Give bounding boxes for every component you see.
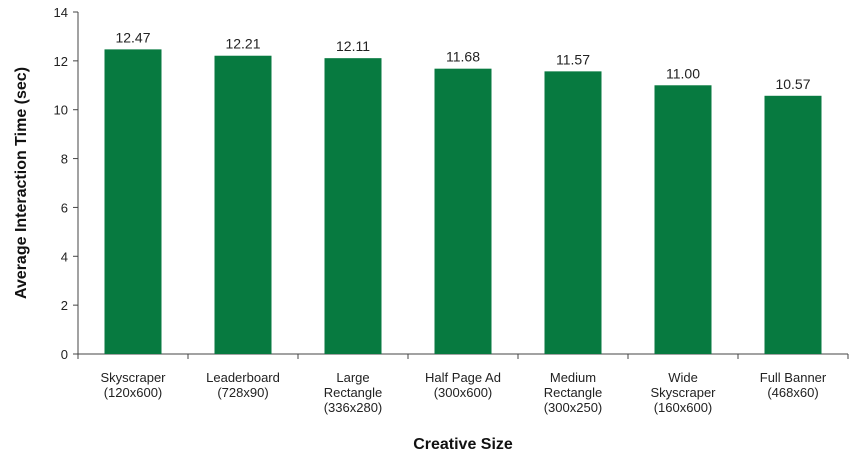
bar xyxy=(764,95,822,354)
x-axis-title: Creative Size xyxy=(413,436,513,453)
y-tick-label: 10 xyxy=(54,103,68,118)
category-label: Skyscraper (120x600) xyxy=(100,370,166,400)
category-label: Medium Rectangle (300x250) xyxy=(544,370,603,415)
bar-value-label: 11.68 xyxy=(446,49,480,65)
category-label: Half Page Ad (300x600) xyxy=(425,370,501,400)
y-tick-label: 6 xyxy=(61,200,68,215)
category-label: Full Banner (468x60) xyxy=(760,370,827,400)
bars xyxy=(104,49,822,355)
bar xyxy=(214,55,272,354)
y-axis-title: Average Interaction Time (sec) xyxy=(13,67,30,299)
y-tick-label: 14 xyxy=(54,5,68,20)
y-axis: 0 2 4 6 8 10 12 14 xyxy=(54,5,79,362)
bar-value-label: 12.47 xyxy=(115,29,150,45)
bar-value-label: 12.11 xyxy=(336,38,370,54)
value-labels: 12.47 12.21 12.11 11.68 11.57 11.00 10.57 xyxy=(115,29,810,91)
category-label: Wide Skyscraper (160x600) xyxy=(650,370,716,415)
bar-value-label: 11.00 xyxy=(666,65,700,81)
bar xyxy=(654,85,712,355)
category-labels: Skyscraper (120x600) Leaderboard (728x90) La… xyxy=(100,370,826,415)
y-tick-label: 8 xyxy=(61,152,68,167)
bar-value-label: 12.21 xyxy=(225,36,260,52)
y-tick-label: 2 xyxy=(61,298,68,313)
y-tick-label: 4 xyxy=(61,249,68,264)
y-tick-label: 12 xyxy=(54,54,68,69)
bar xyxy=(434,68,492,354)
category-label: Large Rectangle (336x280) xyxy=(324,370,383,415)
category-label: Leaderboard (728x90) xyxy=(206,370,280,400)
bar-value-label: 10.57 xyxy=(775,76,810,92)
bar xyxy=(104,49,162,355)
x-axis xyxy=(77,353,849,359)
y-tick-label: 0 xyxy=(61,347,68,362)
bar-value-label: 11.57 xyxy=(556,51,590,67)
bar xyxy=(324,58,382,355)
bar xyxy=(544,71,602,355)
